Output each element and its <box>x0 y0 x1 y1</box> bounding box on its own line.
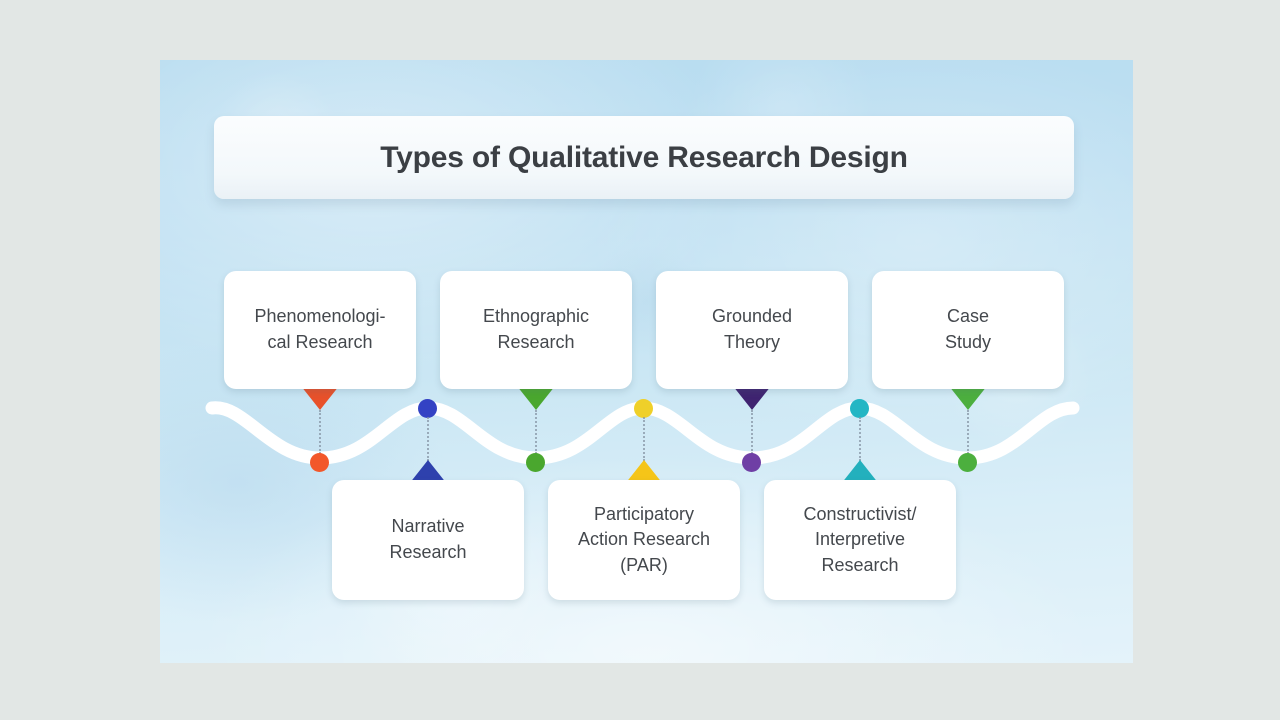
card-label-line2: Interpretive <box>814 529 906 550</box>
page-title: Types of Qualitative Research Design <box>380 140 908 174</box>
wave-dot <box>742 453 761 472</box>
connector-line <box>751 410 753 454</box>
card-label-line1: Narrative <box>391 516 465 537</box>
connector-line <box>319 410 321 454</box>
connector-line <box>427 417 429 461</box>
card-label-line1: Constructivist/ <box>803 503 917 524</box>
triangle-down-icon <box>301 386 339 410</box>
card-narrative-research[interactable]: Narrative Research <box>332 480 524 600</box>
card-label-line1: Ethnographic <box>482 306 590 327</box>
card-ethnographic-research[interactable]: Ethnographic Research <box>440 271 632 389</box>
wave-dot <box>958 453 977 472</box>
card-label-line1: Phenomenologi- <box>254 306 386 327</box>
connector-line <box>967 410 969 454</box>
card-label-line2: Study <box>944 332 992 352</box>
wave-dot <box>418 399 437 418</box>
triangle-down-icon <box>517 386 555 410</box>
slide-canvas: Types of Qualitative Research Design Phe… <box>160 60 1133 663</box>
card-label-line2: Research <box>497 332 575 352</box>
card-case-study[interactable]: Case Study <box>872 271 1064 389</box>
triangle-down-icon <box>733 386 771 410</box>
card-phenomenological-research[interactable]: Phenomenologi- cal Research <box>224 271 416 389</box>
card-constructivist-interpretive-research[interactable]: Constructivist/ Interpretive Research <box>764 480 956 600</box>
card-label-line3: (PAR) <box>620 554 668 575</box>
card-label-line2: Theory <box>723 332 781 352</box>
wave-dot <box>310 453 329 472</box>
connector-line <box>535 410 537 454</box>
card-label-line2: cal Research <box>267 332 373 352</box>
wave-dot <box>526 453 545 472</box>
title-card: Types of Qualitative Research Design <box>214 116 1074 199</box>
card-label-line3: Research <box>821 554 899 575</box>
connector-line <box>859 417 861 461</box>
card-label-line1: Case <box>946 306 990 327</box>
card-label-line2: Action Research <box>577 529 711 550</box>
triangle-down-icon <box>949 386 987 410</box>
card-label-line2: Research <box>389 542 467 562</box>
card-label-line1: Grounded <box>711 306 793 327</box>
card-grounded-theory[interactable]: Grounded Theory <box>656 271 848 389</box>
card-participatory-action-research[interactable]: Participatory Action Research (PAR) <box>548 480 740 600</box>
connector-line <box>643 417 645 461</box>
card-label-line1: Participatory <box>593 503 695 524</box>
wave-dot <box>634 399 653 418</box>
wave-dot <box>850 399 869 418</box>
